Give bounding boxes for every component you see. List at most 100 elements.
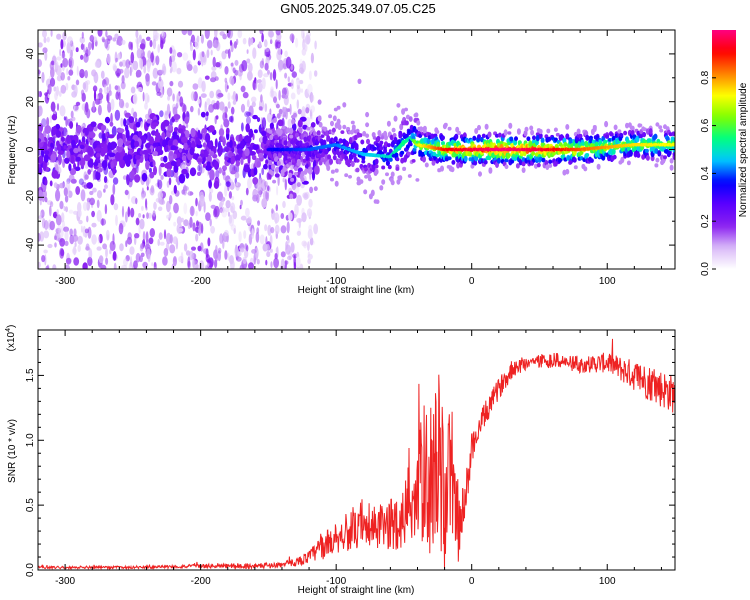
heatmap-ridge-cell <box>532 135 536 140</box>
heatmap-band-cell <box>50 153 57 163</box>
heatmap-ridge-cell <box>653 133 658 140</box>
snr-y-tick-label: 1.0 <box>25 433 36 447</box>
heatmap-ridge-cell <box>396 103 401 108</box>
heatmap-noise-cell <box>94 60 101 68</box>
heatmap-noise-cell <box>150 185 155 194</box>
heatmap-noise-cell <box>39 211 43 218</box>
heatmap-ridge-cell <box>327 154 332 160</box>
heatmap-ridge-cell <box>672 152 675 157</box>
heatmap-noise-cell <box>246 244 249 252</box>
heatmap-noise-cell <box>66 68 69 76</box>
heatmap-noise-cell <box>144 102 148 110</box>
heatmap-ridge-cell <box>384 134 388 141</box>
heatmap-band-cell <box>52 125 57 136</box>
heatmap-noise-cell <box>252 188 258 200</box>
heatmap-ridge-cell <box>305 107 310 114</box>
heatmap-band-cell <box>253 167 258 176</box>
heatmap-noise-cell <box>196 220 199 227</box>
heatmap-noise-cell <box>251 249 257 254</box>
heatmap-noise-cell <box>158 76 162 82</box>
heatmap-noise-cell <box>162 256 168 266</box>
heatmap-noise-cell <box>89 197 95 206</box>
heatmap-noise-cell <box>142 261 148 269</box>
heatmap-noise-cell <box>231 196 235 201</box>
heatmap-ridge-cell <box>344 173 349 178</box>
heatmap-band-cell <box>95 152 101 158</box>
heatmap-ridge-cell <box>289 127 294 135</box>
heatmap-noise-cell <box>92 100 95 112</box>
heatmap-ridge-cell <box>336 118 341 126</box>
heatmap-ridge-cell <box>348 175 352 179</box>
heatmap-noise-cell <box>273 257 279 269</box>
heatmap-noise-cell <box>63 206 66 211</box>
heatmap-noise-cell <box>73 104 76 111</box>
colorbar-tick-label: 0.0 <box>700 262 711 276</box>
heatmap-noise-cell <box>161 31 166 39</box>
heatmap-band-cell <box>208 141 213 150</box>
heatmap-noise-cell <box>115 57 119 63</box>
heatmap-band-cell <box>189 167 197 177</box>
heatmap-noise-cell <box>258 106 263 111</box>
heatmap-noise-cell <box>146 212 149 220</box>
heatmap-noise-cell <box>179 96 184 107</box>
heatmap-ridge-cell <box>404 120 409 126</box>
heatmap-noise-cell <box>276 185 279 196</box>
heatmap-band-cell <box>190 128 196 138</box>
heatmap-band-cell <box>125 124 129 132</box>
heatmap-noise-cell <box>86 80 91 85</box>
heatmap-ridge-cell <box>529 125 534 131</box>
heatmap-noise-cell <box>77 235 83 245</box>
heatmap-band-cell <box>103 143 108 153</box>
heatmap-noise-cell <box>269 234 273 246</box>
heatmap-noise-cell <box>56 33 62 40</box>
heatmap-noise-cell <box>124 189 129 196</box>
heatmap-noise-cell <box>244 111 251 118</box>
heatmap-noise-cell <box>116 39 119 45</box>
heatmap-ridge-cell <box>647 138 652 143</box>
heatmap-ridge-cell <box>360 139 365 145</box>
heatmap-ridge-cell <box>601 154 606 161</box>
heatmap-noise-cell <box>291 71 297 78</box>
heatmap-band-cell <box>102 132 106 142</box>
spectrogram-x-ticks: -300 -200 -100 0 100 <box>55 30 662 287</box>
heatmap-band-cell <box>59 127 64 132</box>
heatmap-noise-cell <box>264 103 268 113</box>
heatmap-band-cell <box>256 161 261 168</box>
heatmap-noise-cell <box>122 175 127 180</box>
snr-y-label: SNR (10 * v/v) <box>7 419 18 483</box>
heatmap-ridge-cell <box>288 162 293 166</box>
heatmap-noise-cell <box>118 223 124 235</box>
heatmap-noise-cell <box>242 91 249 99</box>
heatmap-ridge-cell <box>379 140 384 145</box>
heatmap-ridge-cell <box>375 199 380 204</box>
heatmap-noise-cell <box>239 264 245 269</box>
heatmap-noise-cell <box>287 118 293 128</box>
heatmap-band-cell <box>196 158 203 163</box>
heatmap-noise-cell <box>234 172 240 179</box>
heatmap-ridge-cell <box>477 134 481 139</box>
heatmap-band-cell <box>204 150 208 157</box>
heatmap-noise-cell <box>160 175 164 180</box>
heatmap-noise-cell <box>296 99 299 109</box>
heatmap-noise-cell <box>260 179 267 192</box>
heatmap-band-cell <box>116 145 123 153</box>
heatmap-noise-cell <box>303 193 309 201</box>
heatmap-noise-cell <box>154 32 160 38</box>
heatmap-noise-cell <box>234 69 239 76</box>
heatmap-noise-cell <box>244 243 248 250</box>
heatmap-ridge-cell <box>269 134 274 141</box>
heatmap-ridge-cell <box>441 135 445 141</box>
heatmap-ridge-cell <box>609 132 614 137</box>
heatmap-ridge-cell <box>603 139 608 144</box>
heatmap-noise-cell <box>243 230 247 239</box>
heatmap-noise-cell <box>92 85 98 92</box>
heatmap-ridge-cell <box>268 159 273 166</box>
heatmap-ridge-cell <box>387 164 392 170</box>
heatmap-ridge-cell <box>418 133 423 138</box>
colorbar-ticks: 0.0 0.2 0.4 0.6 0.8 <box>700 70 716 276</box>
heatmap-noise-cell <box>68 58 73 66</box>
heatmap-ridge-cell <box>515 163 520 169</box>
heatmap-noise-cell <box>105 247 108 258</box>
heatmap-noise-cell <box>53 182 58 189</box>
heatmap-noise-cell <box>138 213 142 218</box>
